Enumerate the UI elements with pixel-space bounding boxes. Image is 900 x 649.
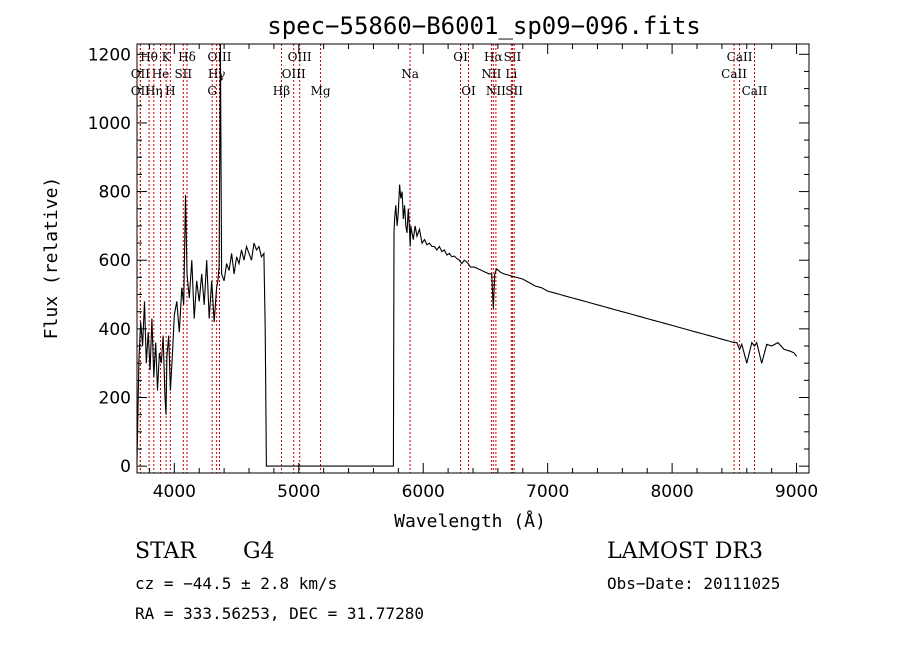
y-tick-label: 1000 <box>88 114 131 134</box>
y-axis-label: Flux (relative) <box>41 177 62 340</box>
line-marker-label: K <box>162 50 172 64</box>
y-tick-label: 1200 <box>88 45 131 65</box>
chart-title: spec−55860−B6001_sp09−096.fits <box>267 12 700 40</box>
line-marker-label: G <box>207 84 217 98</box>
line-marker-label: Li <box>505 67 517 81</box>
plot-frame <box>136 43 810 474</box>
x-tick-label: 8000 <box>650 482 693 502</box>
x-axis-label: Wavelength (Å) <box>394 510 546 532</box>
line-marker-label: Hθ <box>140 50 158 64</box>
y-tick-label: 800 <box>99 183 131 203</box>
x-tick-label: 7000 <box>526 482 569 502</box>
line-marker-label: NII <box>481 67 501 81</box>
line-marker-label: Hα <box>484 50 503 64</box>
object-class: STAR <box>135 539 197 564</box>
line-marker-label: SII <box>505 84 523 98</box>
y-tick-label: 0 <box>120 457 131 477</box>
line-marker-label: OIII <box>207 50 231 64</box>
line-marker-label: OIII <box>288 50 312 64</box>
line-marker-label: CaII <box>742 84 768 98</box>
line-marker-label: Hη <box>145 84 163 98</box>
x-tick-label: 5000 <box>277 482 320 502</box>
line-marker-label: SII <box>174 67 192 81</box>
line-marker-label: H <box>165 84 175 98</box>
line-marker-label: OI <box>461 84 476 98</box>
y-tick-label: 200 <box>99 388 131 408</box>
line-marker-label: OIII <box>282 67 306 81</box>
redshift-velocity: cz = −44.5 ± 2.8 km/s <box>135 574 337 593</box>
line-marker-label: Mg <box>311 84 331 98</box>
line-marker-label: OI <box>453 50 468 64</box>
axis-ticks <box>137 44 809 473</box>
x-tick-label: 9000 <box>775 482 818 502</box>
line-marker-label: CaII <box>721 67 747 81</box>
line-marker-label: He <box>152 67 170 81</box>
line-marker-label: Na <box>401 67 419 81</box>
spectrum-line <box>136 43 798 467</box>
line-marker-label: SII <box>504 50 522 64</box>
axis-tick-labels: 4000 5000 6000 7000 8000 9000 0 200 400 600 800 100… <box>88 45 818 502</box>
line-marker-label: CaII <box>727 50 753 64</box>
x-tick-label: 6000 <box>402 482 445 502</box>
object-subclass: G4 <box>243 539 275 564</box>
line-marker-label: Hδ <box>178 50 196 64</box>
ra-dec: RA = 333.56253, DEC = 31.77280 <box>135 604 424 623</box>
line-marker-label: Hβ <box>273 84 290 98</box>
line-marker-label: Hγ <box>208 67 226 81</box>
x-tick-label: 4000 <box>153 482 196 502</box>
line-marker-label: NII <box>486 84 506 98</box>
y-tick-label: 600 <box>99 251 131 271</box>
y-tick-label: 400 <box>99 320 131 340</box>
line-marker-label: OII <box>131 84 151 98</box>
survey-name: LAMOST DR3 <box>607 539 763 564</box>
observation-date: Obs−Date: 20111025 <box>607 574 780 593</box>
